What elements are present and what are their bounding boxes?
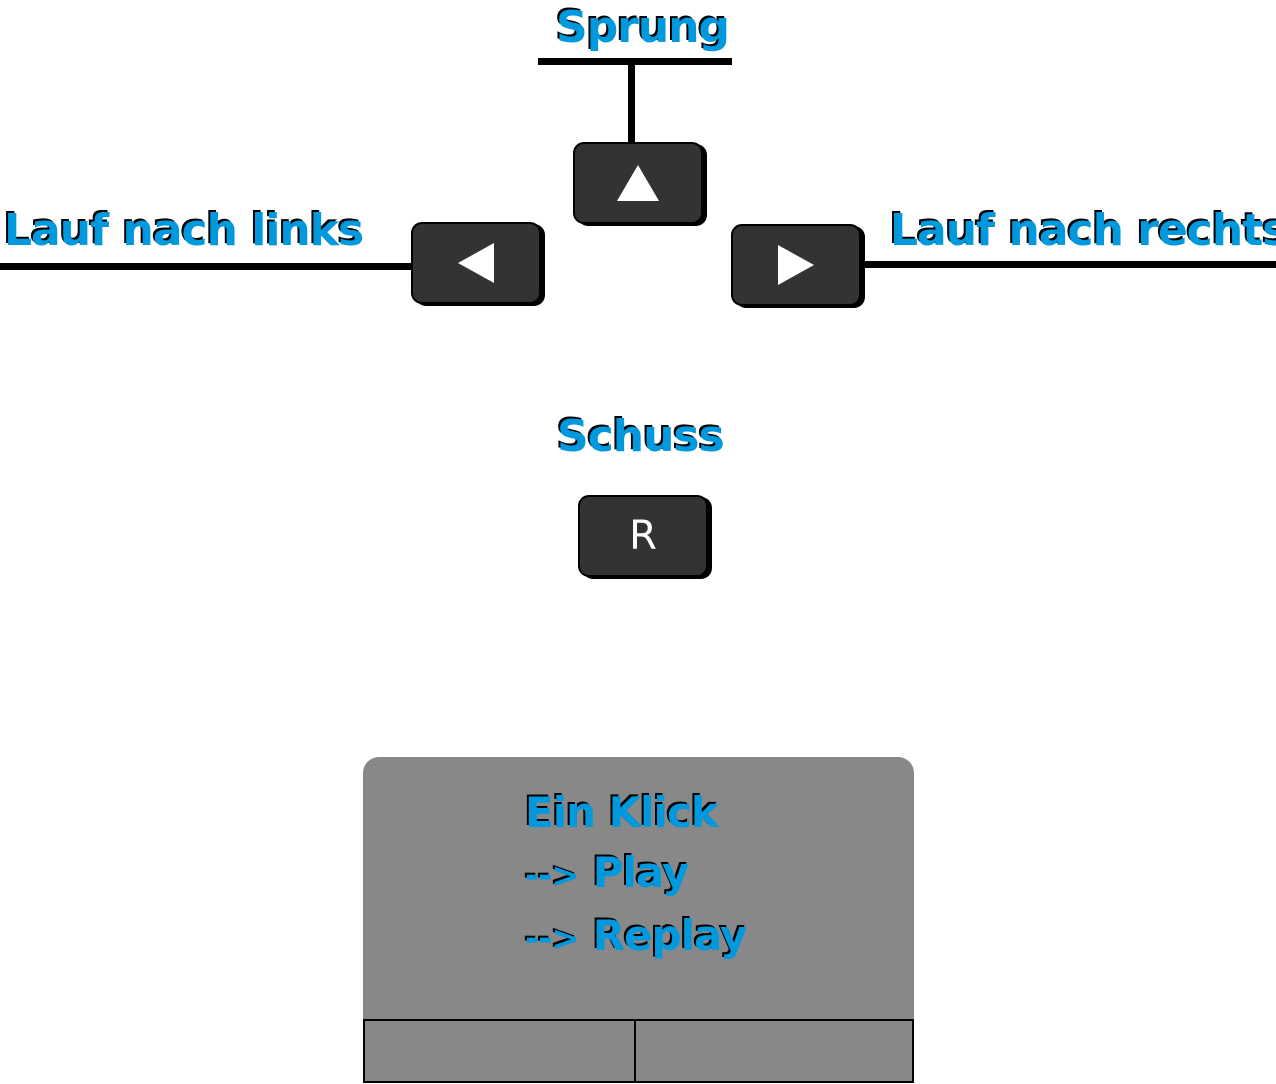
run-left-label: Lauf nach links [4,205,364,256]
up-arrow-key[interactable] [573,142,703,224]
shoot-key[interactable]: R [578,495,708,577]
shoot-key-letter: R [629,513,657,559]
touchpad-option-play: --> Play [525,843,746,906]
touchpad[interactable]: Ein Klick --> Play --> Replay [363,757,914,1083]
run-right-label: Lauf nach rechts [890,205,1276,256]
arrow-prefix: --> [525,856,580,896]
arrow-left-icon [456,241,496,285]
play-label: Play [592,848,690,897]
arrow-prefix: --> [525,919,580,959]
shoot-label: Schuss [557,411,725,462]
touchpad-left-button[interactable] [363,1019,636,1083]
jump-connector-line [628,63,635,143]
left-arrow-key[interactable] [411,222,541,304]
arrow-up-icon [615,163,661,203]
touchpad-instructions: Ein Klick --> Play --> Replay [525,783,748,969]
right-arrow-key[interactable] [731,224,861,306]
replay-label: Replay [592,911,748,960]
jump-label: Sprung [556,2,730,53]
touchpad-option-replay: --> Replay [525,906,748,969]
touchpad-title: Ein Klick [525,788,719,837]
run-right-line [862,261,1276,268]
touchpad-right-button[interactable] [634,1019,914,1083]
run-left-line [0,263,414,270]
jump-label-underline [538,58,732,65]
arrow-right-icon [776,243,816,287]
